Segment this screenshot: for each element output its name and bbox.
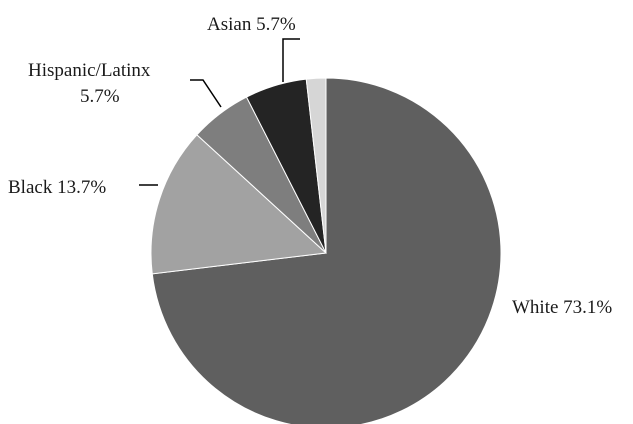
pie-slices [150,77,502,424]
leader-lines [139,38,300,186]
pie-slice-black [150,134,328,275]
leader-line-hispanic [190,79,222,108]
slice-label-hispanic-line2: 5.7% [80,86,120,107]
pie-slice-white [151,77,502,424]
leader-line-asian [282,38,300,82]
pie-slice-other [305,77,327,254]
slice-label-black: Black 13.7% [8,177,106,198]
slice-label-hispanic-line1: Hispanic/Latinx [28,60,151,81]
slice-label-white: White 73.1% [512,297,612,318]
slice-label-asian: Asian 5.7% [207,14,296,35]
